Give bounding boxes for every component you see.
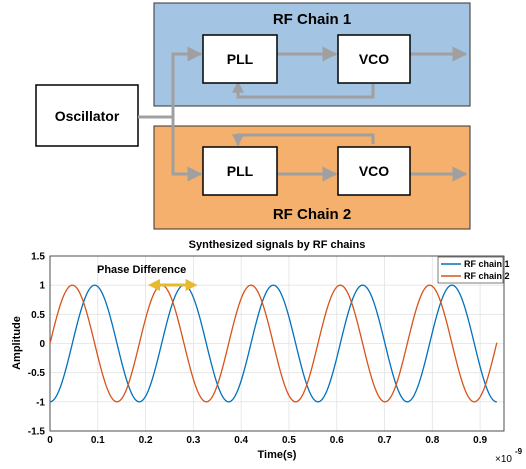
y-tick-label: 0.5 — [31, 310, 45, 321]
y-tick-label: 0 — [39, 339, 45, 350]
vco-1-label: VCO — [359, 51, 389, 67]
vco-2-label: VCO — [359, 163, 389, 179]
x-tick-label: 0.2 — [139, 435, 153, 446]
phase-difference-annotation: Phase Difference — [97, 264, 188, 285]
chart-series — [50, 285, 497, 402]
y-axis-label: Amplitude — [11, 316, 23, 370]
x-axis-multiplier: ×10 -9 — [495, 447, 523, 465]
x-tick-label: 0 — [47, 435, 53, 446]
legend-label-rf-chain-1: RF chain 1 — [464, 259, 510, 269]
x-tick-label: 0.4 — [234, 435, 248, 446]
pll-1-label: PLL — [227, 51, 254, 67]
y-tick-label: 1.5 — [31, 252, 45, 263]
x-multiplier-base: ×10 — [495, 454, 512, 465]
y-tick-label: -0.5 — [28, 368, 46, 379]
x-axis-label: Time(s) — [258, 449, 297, 461]
x-tick-label: 0.8 — [425, 435, 439, 446]
y-axis-ticks: 1.5 1 0.5 0 -0.5 -1 -1.5 — [28, 252, 46, 438]
phase-difference-label: Phase Difference — [97, 264, 186, 276]
rf-chain-1-title: RF Chain 1 — [273, 11, 351, 28]
oscillator-label: Oscillator — [55, 108, 120, 124]
chart-legend: RF chain 1 RF chain 2 — [438, 257, 510, 283]
rf-chain-2-title: RF Chain 2 — [273, 206, 351, 223]
x-tick-label: 0.5 — [282, 435, 296, 446]
x-tick-label: 0.3 — [186, 435, 200, 446]
x-tick-label: 0.9 — [473, 435, 487, 446]
x-tick-label: 0.6 — [330, 435, 344, 446]
x-tick-label: 0.7 — [378, 435, 392, 446]
y-tick-label: -1 — [36, 397, 45, 408]
x-tick-label: 0.1 — [91, 435, 105, 446]
chart-grid — [50, 256, 504, 431]
x-multiplier-exponent: -9 — [515, 447, 523, 456]
block-diagram: RF Chain 1 RF Chain 2 Oscillator PLL VCO… — [36, 3, 470, 229]
chart-title: Synthesized signals by RF chains — [189, 239, 366, 251]
y-tick-label: 1 — [39, 281, 45, 292]
pll-2-label: PLL — [227, 163, 254, 179]
legend-label-rf-chain-2: RF chain 2 — [464, 271, 510, 281]
x-axis-ticks: 0 0.1 0.2 0.3 0.4 0.5 0.6 0.7 0.8 0.9 — [47, 435, 487, 446]
y-tick-label: -1.5 — [28, 427, 46, 438]
chart: Synthesized signals by RF chains 0 0.1 0.2… — [11, 239, 523, 465]
